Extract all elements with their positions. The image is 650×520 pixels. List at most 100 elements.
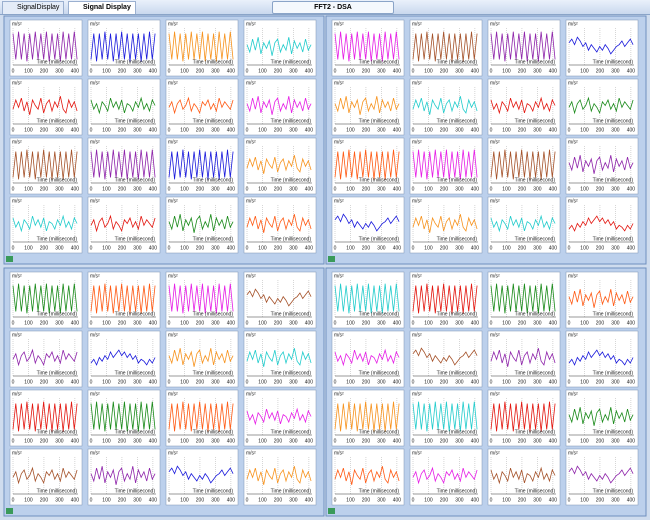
x-axis-label: Time (millisecond) [37, 429, 78, 435]
x-tick-label: 400 [471, 245, 480, 251]
chart-bg [243, 330, 317, 388]
x-tick-label: 300 [289, 68, 298, 74]
y-axis-label: m/s² [568, 391, 578, 397]
x-tick-label: 300 [211, 245, 220, 251]
x-tick-label: 300 [455, 68, 464, 74]
x-axis-label: Time (millisecond) [115, 118, 156, 124]
x-tick-label: 400 [305, 320, 314, 326]
x-tick-label: 400 [149, 320, 158, 326]
signal-line [412, 149, 478, 180]
x-tick-label: 400 [305, 68, 314, 74]
x-tick-label: 300 [533, 127, 542, 133]
x-tick-label: 0 [490, 438, 493, 444]
x-tick-label: 100 [180, 127, 189, 133]
x-tick-label: 100 [258, 186, 267, 192]
x-tick-label: 100 [580, 379, 589, 385]
y-axis-label: m/s² [12, 198, 22, 204]
x-tick-label: 100 [24, 68, 33, 74]
x-tick-label: 300 [611, 127, 620, 133]
x-axis-label: Time (millisecond) [359, 59, 400, 65]
x-axis-label: Time (millisecond) [593, 370, 634, 376]
signal-line [90, 96, 156, 115]
y-axis-label: m/s² [168, 391, 178, 397]
x-tick-label: 400 [393, 438, 402, 444]
x-tick-label: 100 [24, 245, 33, 251]
y-axis-label: m/s² [168, 139, 178, 145]
x-tick-label: 0 [90, 379, 93, 385]
x-axis-label: Time (millisecond) [115, 236, 156, 242]
x-tick-label: 300 [211, 438, 220, 444]
x-axis-label: Time (millisecond) [115, 59, 156, 65]
tab[interactable]: SignalDisplay [2, 1, 65, 14]
y-axis-label: m/s² [90, 273, 100, 279]
x-tick-label: 400 [471, 68, 480, 74]
x-tick-label: 300 [289, 245, 298, 251]
x-tick-label: 300 [455, 497, 464, 503]
signal-line [168, 465, 234, 484]
y-axis-label: m/s² [12, 21, 22, 27]
toolbar-title: FFT2 - DSA [272, 1, 394, 14]
x-tick-label: 200 [440, 245, 449, 251]
x-axis-label: Time (millisecond) [437, 429, 478, 435]
x-tick-label: 200 [118, 379, 127, 385]
y-axis-label: m/s² [168, 21, 178, 27]
chart-bg [243, 271, 317, 329]
y-axis-label: m/s² [334, 21, 344, 27]
x-tick-label: 400 [305, 127, 314, 133]
x-tick-label: 200 [118, 438, 127, 444]
x-tick-label: 100 [102, 127, 111, 133]
x-tick-label: 200 [196, 245, 205, 251]
x-tick-label: 100 [424, 245, 433, 251]
x-axis-label: Time (millisecond) [193, 236, 234, 242]
signal-line [568, 155, 634, 174]
signal-line [246, 37, 312, 56]
x-tick-label: 0 [90, 68, 93, 74]
y-axis-label: m/s² [246, 21, 256, 27]
x-tick-label: 100 [424, 186, 433, 192]
y-axis-label: m/s² [568, 198, 578, 204]
x-tick-label: 400 [227, 68, 236, 74]
x-tick-label: 200 [440, 127, 449, 133]
x-tick-label: 0 [90, 438, 93, 444]
x-tick-label: 0 [568, 379, 571, 385]
x-axis-label: Time (millisecond) [271, 488, 312, 494]
x-tick-label: 200 [440, 320, 449, 326]
x-tick-label: 300 [611, 245, 620, 251]
chart-bg [565, 448, 639, 506]
x-axis-label: Time (millisecond) [437, 311, 478, 317]
x-tick-label: 100 [24, 379, 33, 385]
x-tick-label: 200 [518, 438, 527, 444]
x-axis-label: Time (millisecond) [37, 118, 78, 124]
x-axis-label: Time (millisecond) [37, 236, 78, 242]
x-tick-label: 0 [12, 379, 15, 385]
signal-line [90, 149, 156, 180]
chart-bg [165, 196, 239, 254]
tab[interactable]: Signal Display [68, 1, 136, 14]
x-tick-label: 200 [40, 186, 49, 192]
signal-line [490, 348, 556, 367]
x-tick-label: 300 [533, 245, 542, 251]
y-axis-label: m/s² [90, 198, 100, 204]
signal-line [12, 466, 78, 485]
signal-line [12, 348, 78, 367]
x-axis-label: Time (millisecond) [37, 370, 78, 376]
chart-bg [409, 448, 483, 506]
x-tick-label: 100 [502, 68, 511, 74]
x-tick-label: 400 [393, 379, 402, 385]
x-tick-label: 200 [440, 497, 449, 503]
x-tick-label: 300 [533, 497, 542, 503]
x-tick-label: 100 [24, 320, 33, 326]
signal-line [246, 288, 312, 307]
x-tick-label: 100 [424, 438, 433, 444]
x-tick-label: 0 [490, 379, 493, 385]
x-tick-label: 400 [549, 68, 558, 74]
x-tick-label: 200 [274, 320, 283, 326]
signal-line [334, 283, 400, 314]
x-axis-label: Time (millisecond) [437, 488, 478, 494]
x-tick-label: 200 [518, 497, 527, 503]
y-axis-label: m/s² [12, 332, 22, 338]
x-axis-label: Time (millisecond) [593, 311, 634, 317]
signal-line [490, 214, 556, 233]
x-tick-label: 100 [346, 438, 355, 444]
x-tick-label: 200 [118, 245, 127, 251]
